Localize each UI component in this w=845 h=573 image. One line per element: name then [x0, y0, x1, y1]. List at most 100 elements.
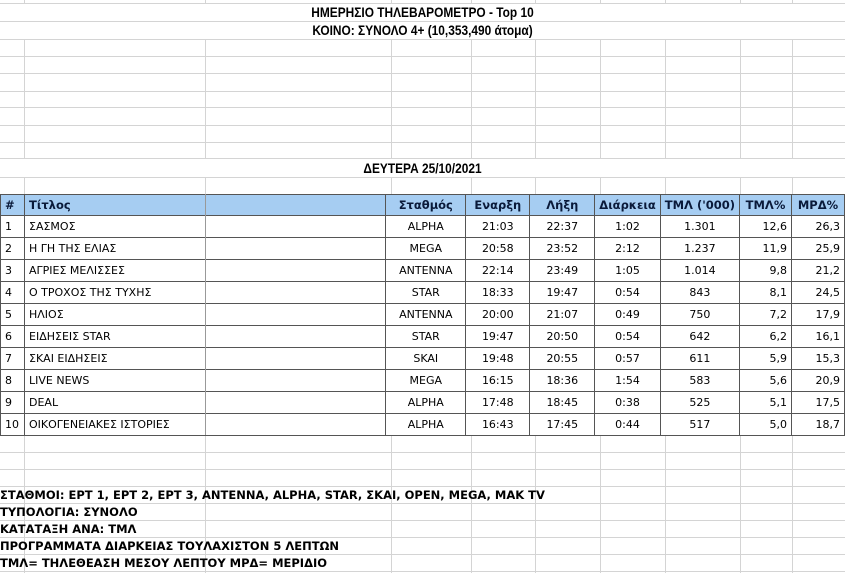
cell-station[interactable]: STAR: [385, 281, 467, 304]
cell-tml-pct[interactable]: 5,1: [739, 391, 792, 414]
cell-rank[interactable]: 9: [0, 391, 25, 414]
cell-tml-pct[interactable]: 12,6: [739, 215, 792, 238]
cell-tml-pct[interactable]: 11,9: [739, 237, 792, 260]
cell-end[interactable]: 18:36: [529, 369, 596, 392]
cell-rank[interactable]: 3: [0, 259, 25, 282]
cell-station[interactable]: ANTENNA: [385, 303, 467, 326]
footer-note: ΣΤΑΘΜΟΙ: ΕΡΤ 1, ΕΡΤ 2, ΕΡΤ 3, ANTENNA, A…: [0, 488, 545, 502]
cell-duration[interactable]: 0:44: [594, 413, 661, 436]
table-header-row: # Τίτλος Σταθμός Εναρξη Λήξη Διάρκεια ΤΜ…: [0, 194, 845, 216]
cell-start[interactable]: 21:03: [465, 215, 531, 238]
cell-tml-pct[interactable]: 5,0: [739, 413, 792, 436]
cell-start[interactable]: 22:14: [465, 259, 531, 282]
cell-duration[interactable]: 0:49: [594, 303, 661, 326]
cell-start[interactable]: 19:48: [465, 347, 531, 370]
cell-rank[interactable]: 4: [0, 281, 25, 304]
cell-station[interactable]: MEGA: [385, 237, 467, 260]
cell-mrd-pct[interactable]: 18,7: [791, 413, 845, 436]
gridline: [471, 39, 472, 158]
cell-duration[interactable]: 0:57: [594, 347, 661, 370]
cell-tml-pct[interactable]: 7,2: [739, 303, 792, 326]
table-row: 8 LIVE NEWS MEGA 16:15 18:36 1:54 583 5,6 20,9: [0, 369, 845, 392]
cell-rank[interactable]: 6: [0, 325, 25, 348]
cell-tml-000[interactable]: 517: [659, 413, 741, 436]
cell-start[interactable]: 18:33: [465, 281, 531, 304]
cell-station[interactable]: STAR: [385, 325, 467, 348]
gridline: [665, 39, 666, 158]
cell-end[interactable]: 17:45: [529, 413, 596, 436]
cell-duration[interactable]: 1:02: [594, 215, 661, 238]
cell-end[interactable]: 22:37: [529, 215, 596, 238]
col-end[interactable]: Λήξη: [529, 194, 596, 216]
cell-rank[interactable]: 2: [0, 237, 25, 260]
cell-rank[interactable]: 1: [0, 215, 25, 238]
cell-station[interactable]: ALPHA: [385, 391, 467, 414]
cell-station[interactable]: SKAI: [385, 347, 467, 370]
cell-duration[interactable]: 1:05: [594, 259, 661, 282]
col-mrd-pct[interactable]: ΜΡΔ%: [791, 194, 845, 216]
gridline: [600, 177, 601, 194]
gridline: [665, 435, 666, 573]
cell-mrd-pct[interactable]: 16,1: [791, 325, 845, 348]
cell-station[interactable]: ALPHA: [385, 215, 467, 238]
col-tml-pct[interactable]: ΤΜΛ%: [739, 194, 792, 216]
cell-duration[interactable]: 2:12: [594, 237, 661, 260]
cell-end[interactable]: 23:52: [529, 237, 596, 260]
cell-tml-pct[interactable]: 9,8: [739, 259, 792, 282]
cell-mrd-pct[interactable]: 20,9: [791, 369, 845, 392]
cell-duration[interactable]: 0:54: [594, 281, 661, 304]
cell-tml-000[interactable]: 1.237: [659, 237, 741, 260]
col-tml-000[interactable]: ΤΜΛ ('000): [659, 194, 741, 216]
cell-start[interactable]: 20:58: [465, 237, 531, 260]
cell-rank[interactable]: 7: [0, 347, 25, 370]
cell-end[interactable]: 19:47: [529, 281, 596, 304]
cell-mrd-pct[interactable]: 21,2: [791, 259, 845, 282]
cell-mrd-pct[interactable]: 15,3: [791, 347, 845, 370]
col-rank[interactable]: #: [0, 194, 25, 216]
cell-end[interactable]: 20:55: [529, 347, 596, 370]
gridline: [0, 125, 845, 126]
cell-mrd-pct[interactable]: 25,9: [791, 237, 845, 260]
cell-mrd-pct[interactable]: 24,5: [791, 281, 845, 304]
cell-end[interactable]: 21:07: [529, 303, 596, 326]
cell-start[interactable]: 17:48: [465, 391, 531, 414]
cell-duration[interactable]: 0:54: [594, 325, 661, 348]
cell-tml-pct[interactable]: 8,1: [739, 281, 792, 304]
cell-end[interactable]: 18:45: [529, 391, 596, 414]
cell-rank[interactable]: 8: [0, 369, 25, 392]
cell-end[interactable]: 23:49: [529, 259, 596, 282]
cell-duration[interactable]: 0:38: [594, 391, 661, 414]
cell-start[interactable]: 16:15: [465, 369, 531, 392]
cell-tml-pct[interactable]: 6,2: [739, 325, 792, 348]
cell-tml-000[interactable]: 750: [659, 303, 741, 326]
cell-tml-000[interactable]: 843: [659, 281, 741, 304]
col-station[interactable]: Σταθμός: [385, 194, 467, 216]
cell-tml-pct[interactable]: 5,6: [739, 369, 792, 392]
cell-tml-000[interactable]: 1.301: [659, 215, 741, 238]
cell-start[interactable]: 19:47: [465, 325, 531, 348]
cell-mrd-pct[interactable]: 17,5: [791, 391, 845, 414]
cell-duration[interactable]: 1:54: [594, 369, 661, 392]
cell-start[interactable]: 20:00: [465, 303, 531, 326]
cell-mrd-pct[interactable]: 17,9: [791, 303, 845, 326]
cell-mrd-pct[interactable]: 26,3: [791, 215, 845, 238]
cell-tml-000[interactable]: 525: [659, 391, 741, 414]
cell-end[interactable]: 20:50: [529, 325, 596, 348]
cell-tml-000[interactable]: 583: [659, 369, 741, 392]
cell-rank[interactable]: 10: [0, 413, 25, 436]
col-duration[interactable]: Διάρκεια: [594, 194, 661, 216]
cell-start[interactable]: 16:43: [465, 413, 531, 436]
cell-tml-000[interactable]: 611: [659, 347, 741, 370]
col-start[interactable]: Εναρξη: [465, 194, 531, 216]
gridline: [535, 435, 536, 573]
cell-station[interactable]: ALPHA: [385, 413, 467, 436]
cell-rank[interactable]: 5: [0, 303, 25, 326]
cell-tml-000[interactable]: 1.014: [659, 259, 741, 282]
cell-station[interactable]: ANTENNA: [385, 259, 467, 282]
cell-tml-000[interactable]: 642: [659, 325, 741, 348]
gridline: [0, 73, 845, 74]
cell-tml-pct[interactable]: 5,9: [739, 347, 792, 370]
cell-station[interactable]: MEGA: [385, 369, 467, 392]
